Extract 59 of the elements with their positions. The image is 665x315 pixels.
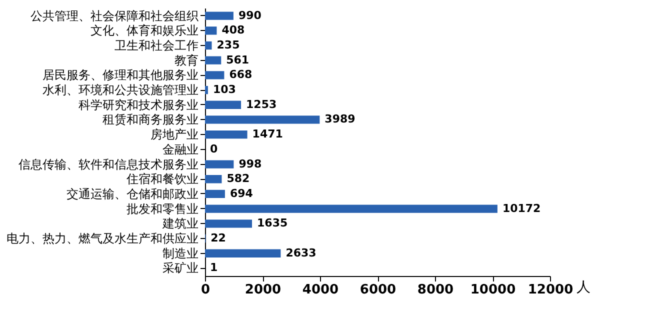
data-label: 408	[222, 24, 245, 37]
x-tick-label: 4000	[302, 282, 339, 298]
x-tick-label: 8000	[417, 282, 454, 298]
data-label: 998	[238, 157, 262, 170]
y-tick-label: 金融业	[162, 142, 198, 156]
x-axis-title: 人	[576, 280, 590, 296]
bar	[205, 26, 217, 35]
x-tick-label: 6000	[360, 282, 396, 298]
bar	[205, 130, 248, 139]
y-tick-label: 住宿和餐饮业	[126, 172, 198, 186]
bar	[205, 204, 498, 213]
data-label: 694	[230, 186, 254, 200]
data-label: 1635	[257, 216, 288, 230]
y-tick-label: 采矿业	[162, 261, 198, 276]
bar	[205, 249, 281, 258]
data-label: 668	[229, 68, 252, 82]
bar	[205, 71, 224, 80]
bar	[205, 220, 252, 228]
x-tick-label: 0	[200, 282, 210, 298]
bar	[205, 86, 208, 94]
bar	[205, 116, 320, 124]
y-tick-label: 电力、热力、燃气及水生产和供应业	[6, 232, 198, 246]
y-tick-label: 租赁和商务服务业	[102, 112, 198, 127]
data-label: 1	[210, 261, 218, 274]
data-label: 22	[210, 232, 226, 245]
data-label: 3989	[324, 112, 356, 126]
y-tick-label: 教育	[174, 53, 198, 68]
data-label: 2633	[286, 246, 316, 260]
y-tick-label: 交通运输、仓储和邮政业	[66, 186, 198, 201]
data-label: 582	[226, 172, 250, 186]
data-label: 235	[216, 38, 240, 52]
bar	[205, 100, 242, 109]
bar	[205, 41, 212, 50]
y-tick-label: 房地产业	[150, 128, 198, 142]
bar	[205, 56, 222, 64]
data-label: 0	[210, 142, 218, 156]
y-tick-label: 公共管理、社会保障和社会组织	[30, 8, 198, 23]
data-label: 1471	[252, 128, 283, 141]
y-tick-label: 批发和零售业	[126, 202, 198, 216]
bar	[205, 190, 225, 198]
y-tick-label: 信息传输、软件和信息技术服务业	[18, 157, 198, 172]
bar	[205, 12, 234, 20]
data-label: 103	[212, 83, 236, 96]
x-tick-label: 2000	[244, 282, 282, 298]
y-tick-label: 居民服务、修理和其他服务业	[42, 68, 198, 82]
bar	[205, 175, 222, 184]
y-tick-label: 科学研究和技术服务业	[78, 98, 198, 112]
y-tick-label: 水利、环境和公共设施管理业	[42, 83, 198, 98]
data-label: 1253	[246, 98, 277, 111]
y-tick-label: 文化、体育和娱乐业	[90, 24, 198, 38]
data-label: 561	[226, 53, 250, 66]
data-label: 10172	[502, 202, 541, 215]
x-tick-label: 12000	[528, 282, 574, 298]
y-tick-label: 制造业	[162, 246, 198, 260]
y-tick-label: 建筑业	[162, 216, 198, 231]
data-label: 990	[238, 8, 262, 22]
x-tick-label: 10000	[470, 282, 516, 298]
y-tick-label: 卫生和社会工作	[114, 38, 198, 52]
bar	[205, 160, 234, 168]
